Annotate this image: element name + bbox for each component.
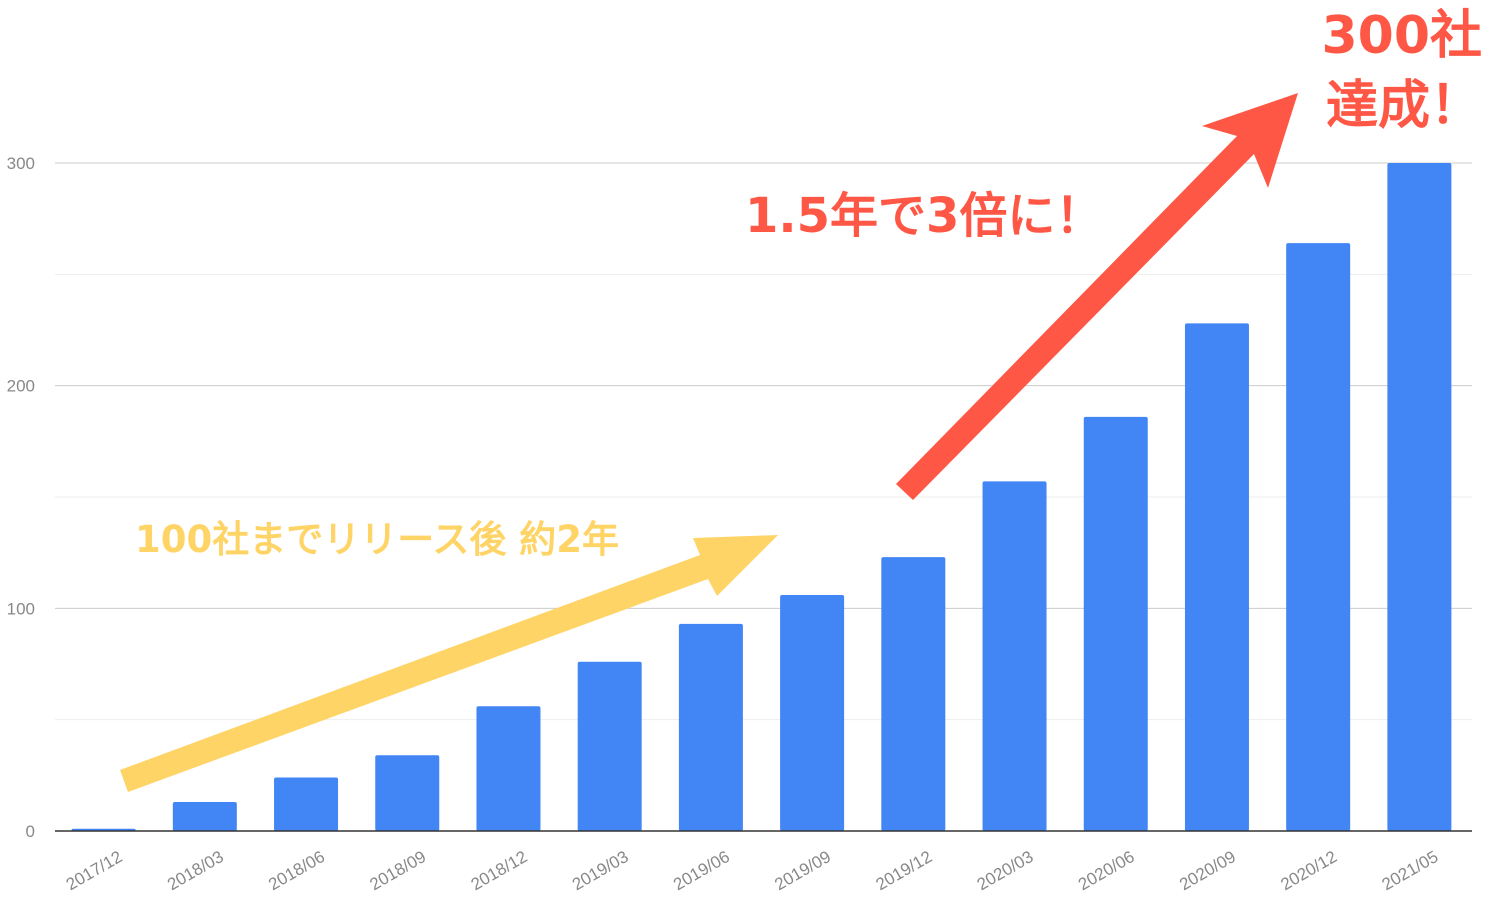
bar (678, 623, 743, 831)
growth-annotation: 1.5年で3倍に！ (745, 188, 1103, 244)
bar (1083, 416, 1148, 831)
x-tick-label: 2020/06 (1075, 847, 1138, 894)
y-tick-label: 200 (7, 377, 35, 396)
bar (577, 661, 642, 831)
x-tick-label: 2019/09 (771, 847, 834, 894)
bar (881, 557, 946, 831)
bar (1387, 163, 1452, 831)
bar (780, 594, 845, 831)
bar (375, 755, 440, 831)
bar (274, 777, 339, 831)
x-tick-label: 2018/06 (265, 847, 328, 894)
x-tick-label: 2020/09 (1176, 847, 1239, 894)
bar (476, 706, 541, 831)
goal-annotation-line1: 300社 (1321, 6, 1482, 66)
x-tick-label: 2020/12 (1277, 847, 1340, 894)
goal-annotation-line2: 達成！ (1326, 76, 1482, 136)
x-axis-ticks: 2017/12 2018/03 2018/06 2018/09 2018/12 2019/… (63, 847, 1442, 894)
x-tick-label: 2018/12 (468, 847, 531, 894)
early-growth-annotation: 100社までリリース後 約2年 (135, 518, 619, 561)
bar (172, 802, 237, 831)
y-tick-label: 0 (26, 822, 35, 841)
x-tick-label: 2019/12 (873, 847, 936, 894)
x-tick-label: 2020/03 (974, 847, 1037, 894)
red-arrow (896, 93, 1298, 500)
y-axis-ticks: 0 100 200 300 (7, 154, 35, 841)
x-tick-label: 2018/09 (367, 847, 430, 894)
bar (1184, 323, 1249, 831)
y-tick-label: 100 (7, 599, 35, 618)
x-tick-label: 2017/12 (63, 847, 126, 894)
bars (71, 163, 1452, 831)
x-tick-label: 2021/05 (1379, 847, 1442, 894)
gridlines (55, 162, 1472, 721)
yellow-arrow (120, 535, 778, 792)
bar (1286, 243, 1351, 831)
x-tick-label: 2018/03 (164, 847, 227, 894)
y-tick-label: 300 (7, 154, 35, 173)
x-tick-label: 2019/06 (670, 847, 733, 894)
bar (982, 481, 1047, 831)
x-tick-label: 2019/03 (569, 847, 632, 894)
